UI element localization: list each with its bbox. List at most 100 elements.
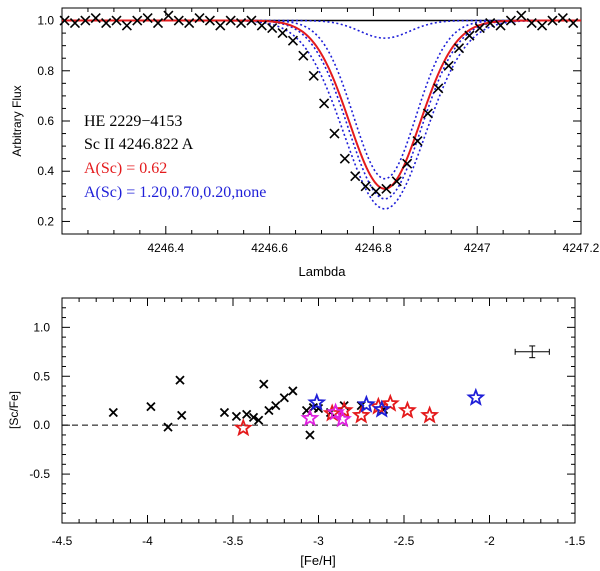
observed-point — [568, 18, 579, 29]
literature-point — [175, 375, 185, 385]
spectrum-y-axis-label: Arbitrary Flux — [10, 85, 24, 156]
spectrum-y-tick-label: 0.4 — [37, 164, 54, 178]
observed-point — [246, 15, 257, 26]
observed-point-stroke-b — [152, 18, 164, 29]
observed-point — [59, 15, 70, 26]
abundance-tick-labels: -4.5 -4 -3.5 -3 -2.5 -2 -1.5 -0.5 0.0 0.5 1.0 — [29, 320, 585, 548]
observed-point — [412, 136, 423, 147]
observed-point — [464, 30, 475, 41]
literature-point — [254, 415, 264, 425]
literature-point — [279, 393, 289, 403]
observed-point-stroke-b — [90, 12, 101, 24]
observed-point-stroke-b — [339, 153, 350, 164]
star-point-red — [334, 400, 354, 419]
literature-point — [242, 409, 252, 420]
star-point-blue — [307, 392, 327, 411]
spectrum-y-tick-label: 0.8 — [37, 64, 54, 78]
observed-point-stroke-b — [111, 15, 122, 26]
literature-point-stroke-b — [231, 411, 242, 422]
annotation-line-id: Sc II 4246.822 A — [84, 136, 194, 153]
observed-point-stroke-b — [204, 15, 215, 26]
observed-point-stroke-b — [298, 50, 309, 61]
observed-point-stroke-b — [557, 12, 568, 24]
annotation-alternate-fits: A(Sc) = 1.20,0.70,0.20,none — [84, 184, 266, 201]
star-point-magenta — [300, 408, 320, 427]
observed-point — [308, 70, 319, 81]
observed-point-stroke-b — [433, 83, 444, 94]
observed-point-stroke-b — [80, 15, 91, 26]
observed-point — [101, 18, 112, 29]
abundance-x-tick-label: -3 — [313, 534, 324, 548]
literature-point-stroke-b — [108, 407, 118, 418]
literature-point-stroke-b — [264, 405, 274, 416]
observed-point-stroke-b — [402, 158, 413, 169]
observed-point-stroke-b — [485, 18, 496, 29]
observed-point — [453, 43, 465, 54]
observed-point — [339, 153, 350, 164]
observed-point-stroke-b — [287, 35, 299, 46]
literature-point — [163, 422, 173, 432]
abundance-panel: -4.5 -4 -3.5 -3 -2.5 -2 -1.5 -0.5 0.0 0.5 1.0 [Fe/… — [7, 297, 586, 568]
observed-point — [370, 186, 382, 197]
abundance-y-tick-label: 1.0 — [33, 320, 50, 334]
star-point-blue — [356, 394, 376, 413]
observed-point-stroke-b — [474, 23, 485, 34]
abundance-points — [108, 375, 486, 440]
observed-point — [69, 18, 81, 29]
observed-point-stroke-b — [516, 10, 527, 21]
star-point-blue — [372, 399, 392, 418]
literature-point-stroke-b — [248, 412, 259, 422]
abundance-ticks — [61, 297, 576, 524]
observed-point-stroke-b — [391, 176, 402, 187]
literature-point-stroke-b — [305, 430, 315, 440]
literature-point — [177, 410, 187, 421]
observed-point — [547, 15, 558, 26]
literature-point — [146, 401, 156, 412]
observed-point-stroke-b — [422, 108, 433, 119]
literature-point-stroke-b — [177, 410, 187, 421]
abundance-x-tick-label: -4.5 — [52, 534, 73, 548]
abundance-y-axis-label: [Sc/Fe] — [7, 391, 21, 429]
observed-point-stroke-b — [246, 15, 257, 26]
observed-point-stroke-b — [267, 23, 278, 34]
observed-point-stroke-b — [163, 10, 174, 21]
observed-point — [132, 15, 143, 26]
star-point-blue — [466, 387, 486, 406]
observed-point-stroke-b — [495, 20, 506, 31]
observed-point — [277, 28, 288, 39]
observed-point — [256, 20, 267, 31]
observed-point-stroke-b — [360, 181, 371, 192]
observed-point — [163, 10, 174, 21]
spectrum-x-tick-label: 4247 — [464, 241, 491, 255]
literature-point-stroke-b — [259, 379, 269, 389]
observed-point — [381, 183, 392, 194]
observed-point — [495, 20, 506, 31]
observed-point-stroke-b — [319, 98, 330, 109]
observed-point — [194, 12, 205, 24]
spectrum-x-tick-label: 4246.6 — [251, 241, 288, 255]
literature-point-stroke-b — [288, 386, 298, 396]
model-curve-a-sc-0-20 — [62, 19, 581, 180]
observed-point — [485, 18, 496, 29]
observed-point-stroke-b — [526, 18, 537, 29]
observed-point-stroke-b — [225, 15, 236, 26]
literature-point — [219, 407, 230, 418]
abundance-x-tick-label: -3.5 — [223, 534, 244, 548]
literature-point — [231, 411, 242, 422]
observed-point-stroke-b — [568, 18, 579, 29]
star-point-magenta — [332, 409, 352, 428]
observed-point-stroke-b — [370, 186, 382, 197]
literature-point-stroke-b — [219, 407, 230, 418]
observed-point — [537, 20, 548, 31]
spectrum-x-axis-label: Lambda — [299, 264, 347, 279]
observed-point — [111, 15, 122, 26]
literature-point-stroke-b — [146, 401, 156, 412]
literature-point — [305, 430, 315, 440]
star-point-red — [351, 405, 371, 424]
observed-point — [80, 15, 91, 26]
literature-point — [264, 405, 274, 416]
star-point-red — [233, 418, 253, 437]
literature-point — [248, 412, 259, 422]
abundance-x-tick-label: -4 — [142, 534, 153, 548]
observed-point-stroke-b — [453, 43, 465, 54]
